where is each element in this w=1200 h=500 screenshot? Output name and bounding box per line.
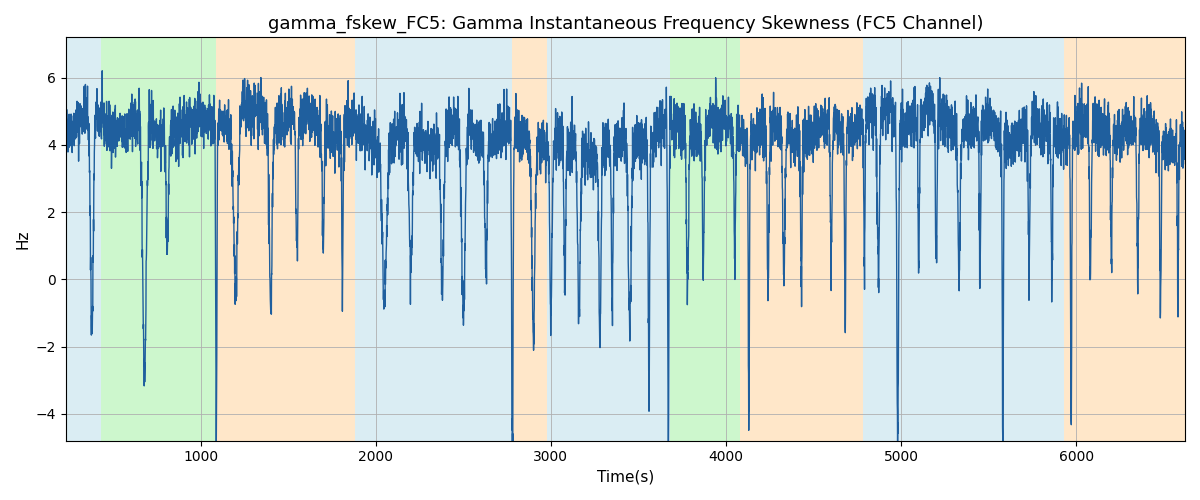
Bar — [216, 38, 355, 440]
Title: gamma_fskew_FC5: Gamma Instantaneous Frequency Skewness (FC5 Channel): gamma_fskew_FC5: Gamma Instantaneous Fre… — [268, 15, 983, 34]
Bar — [101, 38, 216, 440]
Bar — [355, 38, 512, 440]
Bar — [1030, 38, 1064, 440]
Bar — [863, 38, 1030, 440]
Y-axis label: Hz: Hz — [16, 230, 30, 249]
Bar — [670, 38, 740, 440]
Bar — [66, 38, 101, 440]
Bar — [512, 38, 547, 440]
Bar — [740, 38, 863, 440]
X-axis label: Time(s): Time(s) — [596, 470, 654, 485]
Bar — [547, 38, 670, 440]
Bar — [1064, 38, 1186, 440]
